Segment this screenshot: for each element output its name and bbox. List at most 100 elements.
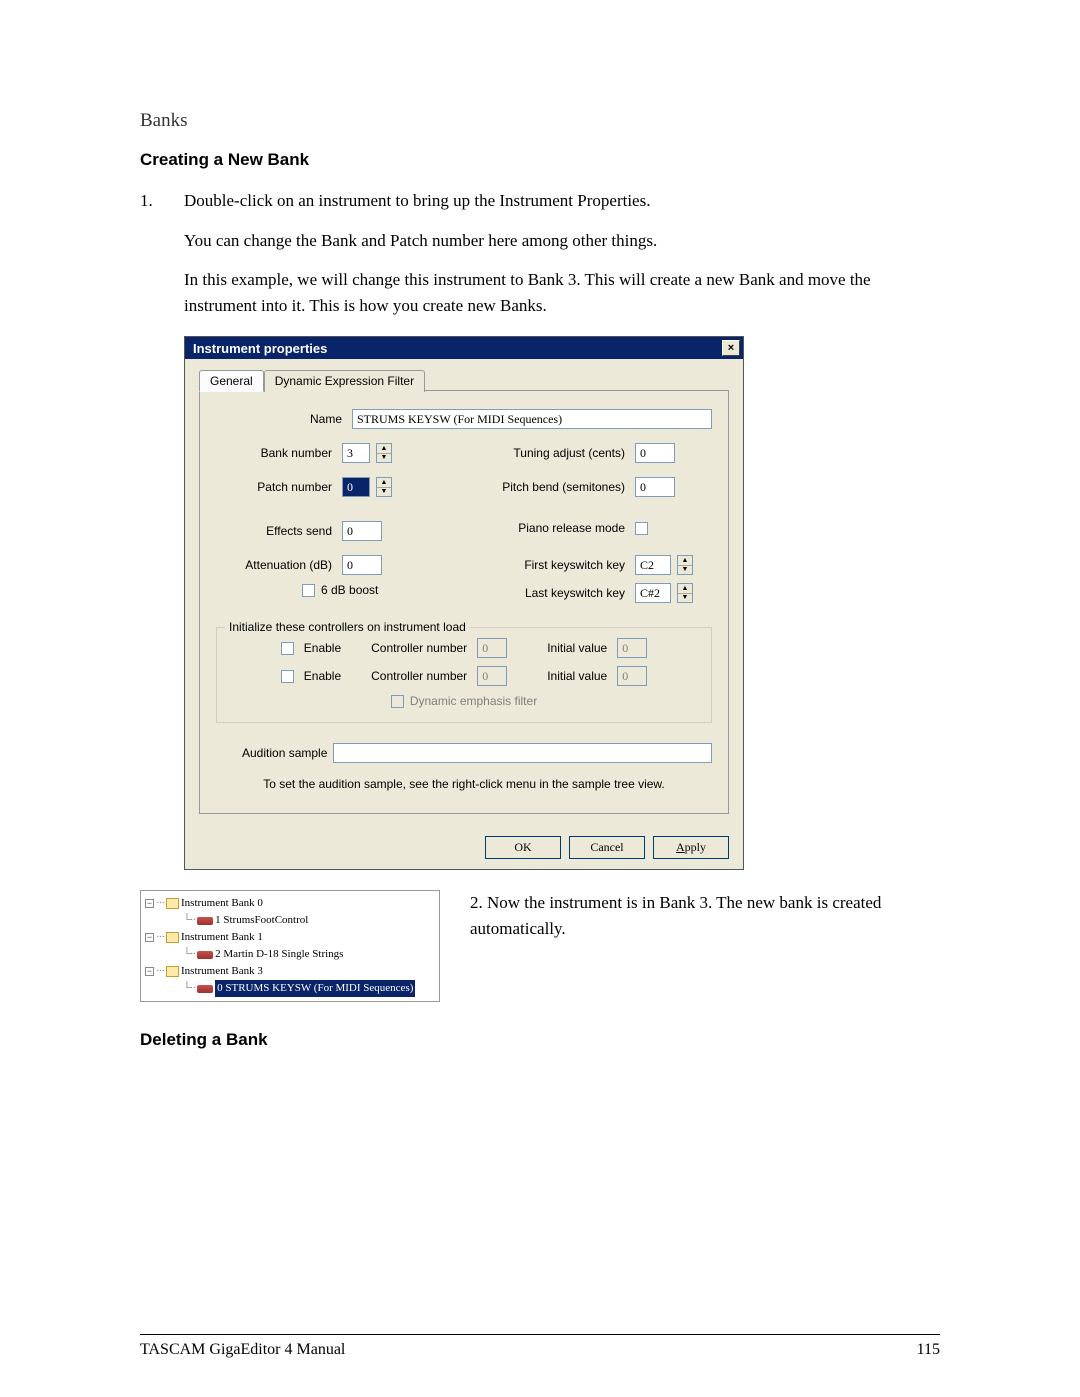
label-initial-value: Initial value — [547, 641, 607, 655]
page-footer: TASCAM GigaEditor 4 Manual 115 — [140, 1334, 940, 1359]
spin-down-icon[interactable]: ▼ — [678, 594, 692, 603]
close-icon[interactable]: × — [722, 340, 740, 356]
piano-release-checkbox[interactable] — [635, 522, 648, 535]
tree-label: Instrument Bank 3 — [181, 963, 263, 980]
tree-label: Instrument Bank 1 — [181, 929, 263, 946]
initialize-controllers-group: Initialize these controllers on instrume… — [216, 627, 712, 723]
step-text: You can change the Bank and Patch number… — [184, 228, 940, 254]
ok-button[interactable]: OK — [485, 836, 561, 859]
collapse-icon[interactable]: − — [145, 899, 154, 908]
attenuation-field[interactable] — [342, 555, 382, 575]
spin-down-icon[interactable]: ▼ — [377, 488, 391, 497]
cancel-button[interactable]: Cancel — [569, 836, 645, 859]
label-bank-number: Bank number — [216, 446, 336, 460]
dialog-title: Instrument properties — [193, 341, 327, 356]
tuning-adjust-field[interactable] — [635, 443, 675, 463]
section-heading: Banks — [140, 110, 940, 132]
audition-sample-field[interactable] — [333, 743, 712, 763]
dynamic-emphasis-checkbox — [391, 695, 404, 708]
step-number: 1. — [140, 188, 156, 318]
label-last-keyswitch: Last keyswitch key — [479, 586, 629, 600]
label-attenuation: Attenuation (dB) — [216, 558, 336, 572]
audition-note: To set the audition sample, see the righ… — [216, 777, 712, 791]
name-field[interactable] — [352, 409, 712, 429]
enable-controller-2-checkbox[interactable] — [281, 670, 294, 683]
folder-icon — [166, 898, 179, 909]
step-2-text: 2. Now the instrument is in Bank 3. The … — [470, 890, 940, 943]
titlebar[interactable]: Instrument properties × — [185, 337, 743, 359]
instrument-icon — [197, 915, 213, 927]
tree-line-icon: └·· — [183, 980, 195, 997]
last-keyswitch-spinner[interactable]: ▲▼ — [677, 583, 693, 603]
tree-line-icon: ··· — [156, 963, 164, 980]
instrument-tree: −··· Instrument Bank 0 └·· 1 StrumsFootC… — [140, 890, 440, 1002]
label-controller-number: Controller number — [371, 641, 467, 655]
instrument-properties-dialog: Instrument properties × General Dynamic … — [184, 336, 744, 870]
tab-dynamic-expression-filter[interactable]: Dynamic Expression Filter — [264, 370, 425, 392]
folder-icon — [166, 932, 179, 943]
tree-bank-3[interactable]: −··· Instrument Bank 3 — [145, 963, 435, 980]
spin-up-icon[interactable]: ▲ — [377, 444, 391, 454]
tree-label: 2 Martin D-18 Single Strings — [215, 946, 343, 963]
fieldset-legend: Initialize these controllers on instrume… — [225, 620, 470, 634]
label-effects-send: Effects send — [216, 524, 336, 538]
label-patch-number: Patch number — [216, 480, 336, 494]
instrument-icon — [197, 983, 213, 995]
first-keyswitch-field[interactable] — [635, 555, 671, 575]
bank-number-field[interactable] — [342, 443, 370, 463]
effects-send-field[interactable] — [342, 521, 382, 541]
spin-down-icon[interactable]: ▼ — [678, 566, 692, 575]
label-first-keyswitch: First keyswitch key — [479, 558, 629, 572]
tree-line-icon: ··· — [156, 929, 164, 946]
tree-bank-1[interactable]: −··· Instrument Bank 1 — [145, 929, 435, 946]
tree-label: Instrument Bank 0 — [181, 895, 263, 912]
subsection-delete: Deleting a Bank — [140, 1030, 940, 1050]
tree-item-selected[interactable]: └·· 0 STRUMS KEYSW (For MIDI Sequences) — [145, 980, 435, 997]
collapse-icon[interactable]: − — [145, 933, 154, 942]
tree-line-icon: └·· — [183, 946, 195, 963]
pitch-bend-field[interactable] — [635, 477, 675, 497]
tree-bank-0[interactable]: −··· Instrument Bank 0 — [145, 895, 435, 912]
footer-left: TASCAM GigaEditor 4 Manual — [140, 1341, 345, 1359]
tree-line-icon: ··· — [156, 895, 164, 912]
tree-label: 0 STRUMS KEYSW (For MIDI Sequences) — [215, 980, 415, 997]
step-1: 1. Double-click on an instrument to brin… — [140, 188, 940, 318]
patch-number-spinner[interactable]: ▲▼ — [376, 477, 392, 497]
label-enable: Enable — [304, 641, 341, 655]
initial-value-1-field — [617, 638, 647, 658]
label-name: Name — [216, 412, 346, 426]
controller-number-1-field — [477, 638, 507, 658]
label-pitch-bend: Pitch bend (semitones) — [479, 480, 629, 494]
tree-line-icon: └·· — [183, 912, 195, 929]
spin-down-icon[interactable]: ▼ — [377, 454, 391, 463]
label-initial-value: Initial value — [547, 669, 607, 683]
label-tuning-adjust: Tuning adjust (cents) — [479, 446, 629, 460]
label-enable: Enable — [304, 669, 341, 683]
step-text: In this example, we will change this ins… — [184, 267, 940, 318]
spin-up-icon[interactable]: ▲ — [678, 556, 692, 566]
six-db-boost-checkbox[interactable] — [302, 584, 315, 597]
first-keyswitch-spinner[interactable]: ▲▼ — [677, 555, 693, 575]
tree-item[interactable]: └·· 1 StrumsFootControl — [145, 912, 435, 929]
enable-controller-1-checkbox[interactable] — [281, 642, 294, 655]
label-dynamic-emphasis: Dynamic emphasis filter — [410, 694, 537, 708]
apply-button[interactable]: Apply — [653, 836, 729, 859]
tree-item[interactable]: └·· 2 Martin D-18 Single Strings — [145, 946, 435, 963]
tab-panel-general: Name Bank number ▲▼ Patch number ▲ — [199, 390, 729, 814]
label-audition-sample: Audition sample — [242, 746, 327, 760]
bank-number-spinner[interactable]: ▲▼ — [376, 443, 392, 463]
label-piano-release: Piano release mode — [479, 521, 629, 535]
tab-general[interactable]: General — [199, 370, 264, 392]
spin-up-icon[interactable]: ▲ — [678, 584, 692, 594]
initial-value-2-field — [617, 666, 647, 686]
folder-icon — [166, 966, 179, 977]
spin-up-icon[interactable]: ▲ — [377, 478, 391, 488]
collapse-icon[interactable]: − — [145, 967, 154, 976]
subsection-create: Creating a New Bank — [140, 150, 940, 170]
last-keyswitch-field[interactable] — [635, 583, 671, 603]
footer-page-number: 115 — [917, 1341, 940, 1359]
label-6db-boost: 6 dB boost — [321, 583, 378, 597]
patch-number-field[interactable] — [342, 477, 370, 497]
controller-number-2-field — [477, 666, 507, 686]
tree-label: 1 StrumsFootControl — [215, 912, 308, 929]
